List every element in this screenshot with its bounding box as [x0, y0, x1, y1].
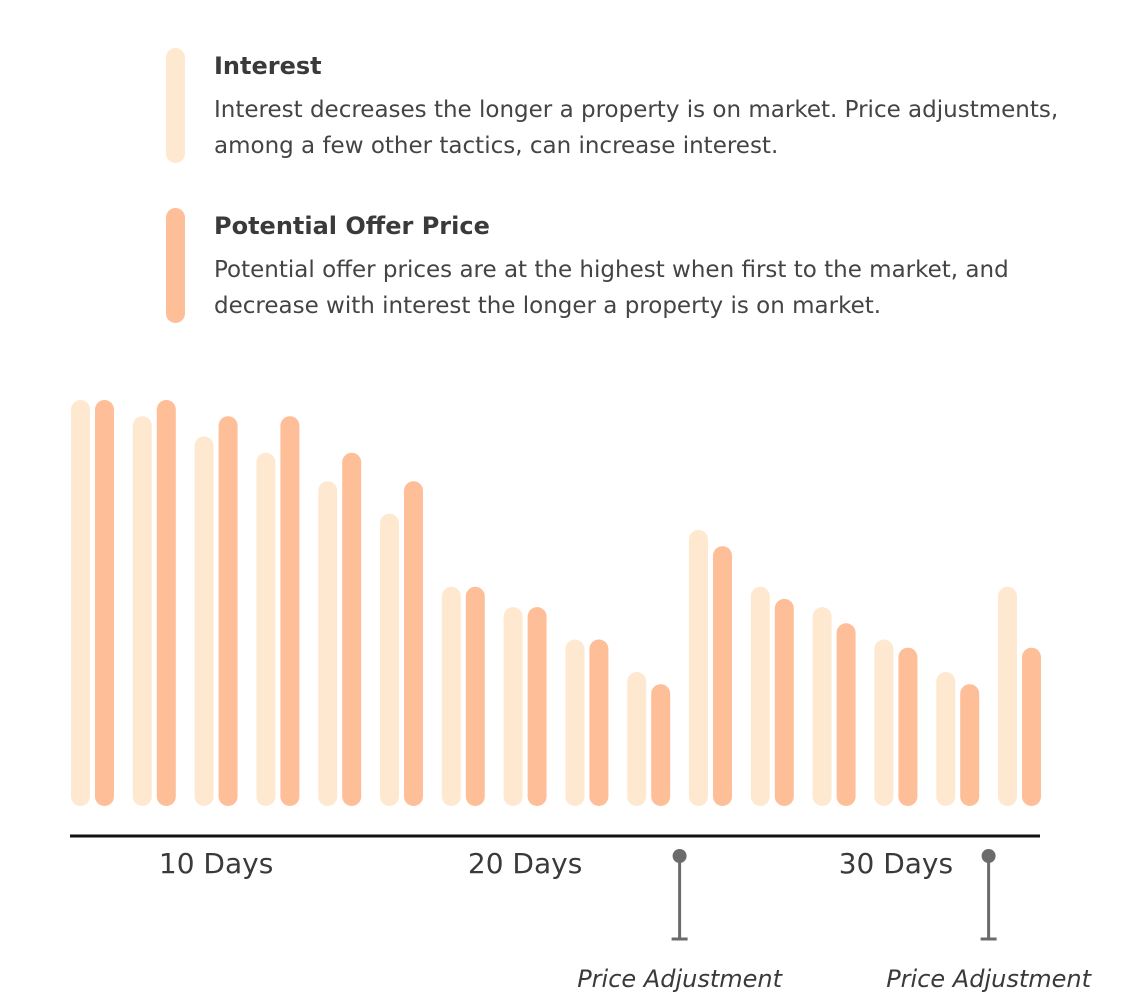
marker-dot: [981, 849, 996, 863]
offer-bar-7: [465, 586, 485, 806]
interest-bar-6: [380, 513, 399, 806]
x-axis-ticks: 10 Days 20 Days 30 Days: [159, 847, 953, 880]
price-adjustment-label-2: Price Adjustment: [886, 965, 1092, 993]
price-adjustment-marker-1: Price Adjustment: [577, 849, 784, 993]
interest-bar-2: [132, 416, 152, 806]
offer-bar-3: [218, 416, 238, 806]
interest-bar-9: [565, 639, 585, 806]
price-adjustment-label-1: Price Adjustment: [577, 965, 783, 993]
offer-bar-11: [713, 546, 732, 806]
interest-bar-1: [71, 400, 90, 806]
legend-offer-swatch: [166, 208, 185, 323]
chart-bars: [71, 400, 1041, 806]
offer-bar-14: [898, 647, 918, 806]
interest-bar-14: [874, 639, 894, 806]
offer-bar-16: [1022, 647, 1041, 806]
interest-bar-4: [256, 452, 276, 806]
interest-bar-10: [627, 672, 647, 806]
offer-bar-1: [95, 400, 114, 806]
x-tick-label-3: 30 Days: [839, 847, 953, 880]
legend-offer-title: Potential Offer Price: [214, 212, 490, 240]
chart-annotations: Price Adjustment Price Adjustment: [577, 849, 1093, 993]
offer-bar-10: [651, 684, 671, 806]
interest-bar-7: [441, 586, 461, 806]
offer-bar-9: [589, 639, 609, 806]
legend-interest-swatch: [166, 48, 185, 163]
marker-dot: [672, 849, 687, 863]
interest-bar-15: [936, 672, 956, 806]
interest-bar-12: [750, 586, 770, 806]
offer-bar-12: [774, 598, 794, 806]
interest-bar-8: [503, 607, 523, 806]
offer-bar-15: [960, 684, 980, 806]
interest-bar-13: [812, 607, 832, 806]
legend-interest-description: Interest decreases the longer a property…: [214, 97, 1059, 159]
offer-bar-8: [527, 607, 547, 806]
interest-bar-3: [194, 436, 214, 806]
x-tick-label-1: 10 Days: [159, 847, 273, 880]
interest-bar-5: [318, 481, 338, 806]
offer-bar-5: [342, 452, 362, 806]
interest-bar-11: [689, 529, 708, 806]
offer-bar-4: [280, 416, 300, 806]
price-adjustment-marker-2: Price Adjustment: [886, 849, 1093, 993]
offer-bar-13: [836, 623, 856, 806]
legend-interest-title: Interest: [214, 52, 322, 80]
offer-bar-2: [156, 400, 176, 806]
offer-bar-6: [404, 481, 423, 806]
x-tick-label-2: 20 Days: [468, 847, 582, 880]
interest-bar-16: [998, 586, 1017, 806]
legend-offer-description: Potential offer prices are at the highes…: [214, 257, 1009, 319]
